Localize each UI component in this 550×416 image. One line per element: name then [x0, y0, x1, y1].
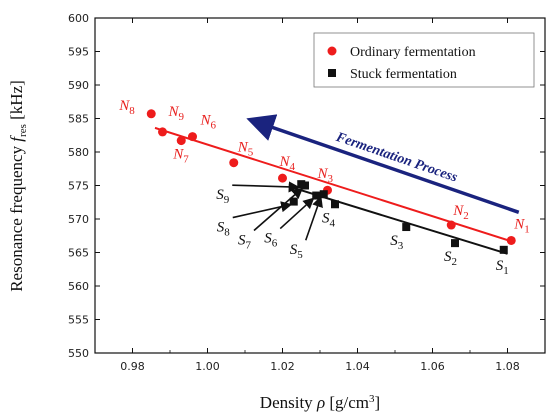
legend-label-stuck: Stuck fermentation	[350, 67, 457, 82]
legend-marker-stuck	[328, 69, 336, 77]
point-label-N8: N8	[118, 98, 135, 117]
y-tick-label-585: 585	[68, 113, 89, 126]
point-label-S1: S1	[496, 258, 509, 277]
y-tick-label-590: 590	[68, 79, 89, 92]
point-S9	[297, 180, 306, 189]
y-tick-label-570: 570	[68, 213, 89, 226]
x-tick-label-1.00: 1.00	[195, 360, 220, 373]
pointer-arrow-S8	[232, 201, 293, 219]
pointer-arrow-S6	[279, 197, 315, 230]
point-label-S9: S9	[216, 187, 230, 206]
point-S1	[499, 245, 508, 254]
stuck-pointer-arrows	[232, 181, 323, 241]
x-tick-label-0.98: 0.98	[120, 360, 145, 373]
process-arrow	[246, 114, 520, 214]
y-axis-title: Resonance frequency fres [kHz]	[7, 80, 29, 292]
x-tick-label-1.08: 1.08	[495, 360, 520, 373]
y-tick-label-560: 560	[68, 280, 89, 293]
point-S8	[289, 197, 298, 206]
point-label-S4: S4	[322, 210, 336, 229]
point-N7	[176, 136, 186, 146]
point-N6	[188, 132, 197, 142]
point-label-N1: N1	[513, 216, 530, 235]
pointer-arrow-S9	[232, 181, 300, 193]
point-label-N6: N6	[200, 113, 217, 132]
point-N8	[146, 109, 156, 119]
point-N2	[446, 220, 456, 230]
axes-group: 0.98 1.00 1.02 1.04 1.06 1.08 550 555 560 565 570 5…	[68, 12, 546, 373]
point-S5	[319, 190, 328, 199]
point-N1	[506, 235, 516, 245]
point-label-N2: N2	[452, 203, 469, 222]
y-tick-label-595: 595	[68, 46, 89, 59]
y-tick-label-600: 600	[68, 12, 89, 25]
point-S6	[312, 191, 321, 200]
point-label-S2: S2	[444, 249, 457, 268]
y-tick-label-575: 575	[68, 180, 89, 193]
y-tick-label-550: 550	[68, 347, 89, 360]
pointer-arrow-S5	[304, 195, 323, 241]
legend: Ordinary fermentation Stuck fermentation	[313, 32, 535, 88]
y-tick-label-555: 555	[68, 314, 89, 327]
data-markers	[146, 109, 516, 254]
point-label-S5: S5	[290, 242, 304, 261]
x-tick-label-1.02: 1.02	[270, 360, 295, 373]
point-S4	[331, 200, 339, 209]
point-N5	[229, 158, 239, 168]
y-tick-label-580: 580	[68, 146, 89, 159]
point-label-S7: S7	[238, 233, 252, 252]
point-label-S8: S8	[217, 220, 231, 239]
x-tick-label-1.06: 1.06	[420, 360, 445, 373]
point-label-N7: N7	[172, 147, 189, 166]
point-S2	[451, 239, 459, 248]
pointer-arrow-S7	[253, 187, 304, 232]
legend-box	[313, 32, 535, 88]
point-label-S6: S6	[264, 231, 278, 250]
point-N9	[158, 127, 167, 137]
point-N4	[278, 173, 287, 183]
y-tick-label-565: 565	[68, 247, 89, 260]
point-label-S3: S3	[390, 233, 404, 252]
point-S3	[402, 223, 411, 232]
point-label-N9: N9	[168, 104, 185, 123]
fit-line-ordinary	[154, 126, 516, 244]
legend-label-ordinary: Ordinary fermentation	[350, 45, 476, 60]
x-axis-title: Density ρ [g/cm3]	[260, 393, 380, 412]
process-arrow-label: Fermentation Process	[333, 130, 460, 186]
legend-marker-ordinary	[327, 46, 337, 56]
x-tick-label-1.04: 1.04	[345, 360, 370, 373]
